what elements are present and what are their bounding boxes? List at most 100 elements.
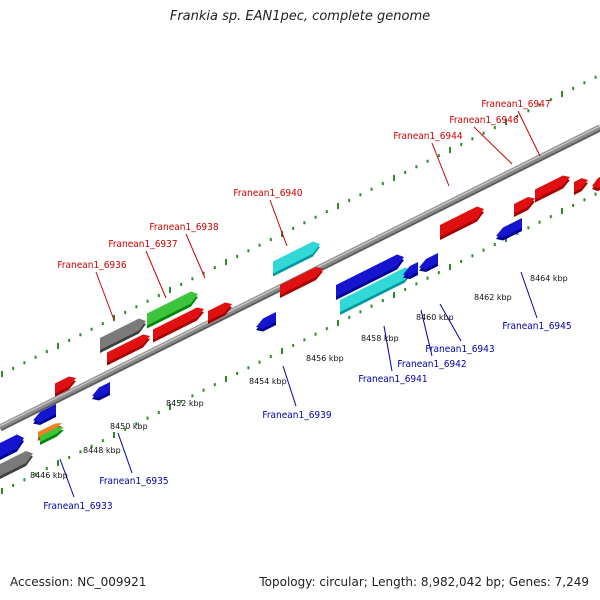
lower-dotted-line <box>1 192 597 494</box>
scale-tick <box>292 343 295 347</box>
scale-label: 8450 kbp <box>110 422 148 431</box>
gene-arrow <box>256 312 276 329</box>
scale-label: 8458 kbp <box>361 334 399 343</box>
gene-callout-bottom-0: Franean1_6933 <box>43 458 113 512</box>
callout-line <box>473 126 513 165</box>
gene-lower-9 <box>403 262 418 280</box>
scale-tick <box>460 259 463 263</box>
scale-tick <box>269 238 272 242</box>
gene-arrow <box>273 241 320 274</box>
gene-arrow <box>33 404 56 422</box>
scale-tick <box>359 193 362 197</box>
scale-tick <box>538 103 541 107</box>
scale-tick <box>113 315 115 321</box>
scale-tick <box>225 259 227 265</box>
callout-line <box>383 325 393 372</box>
scale-tick <box>415 282 418 286</box>
scale-label: 8462 kbp <box>474 293 512 302</box>
gene-upper-1 <box>107 334 150 366</box>
scale-tick <box>303 338 306 342</box>
scale-tick <box>57 343 59 349</box>
scale-tick <box>516 114 519 118</box>
gene-lower-6 <box>256 312 276 332</box>
scale-label: 8456 kbp <box>306 354 344 363</box>
scale-tick <box>437 154 440 158</box>
scale-tick <box>169 287 171 293</box>
gene-callout-bottom-4: Franean1_6942 <box>397 309 467 370</box>
scale-tick <box>325 210 328 214</box>
gene-arrow <box>107 334 150 363</box>
scale-tick <box>236 371 239 375</box>
gene-arrow <box>40 427 64 442</box>
scale-tick <box>505 119 507 125</box>
scale-tick <box>23 361 26 365</box>
gene-arrow <box>440 206 484 237</box>
scale-tick <box>594 75 597 79</box>
scale-tick <box>45 350 48 354</box>
gene-label: Franean1_6939 <box>262 410 332 421</box>
gene-callout-bottom-3: Franean1_6941 <box>358 325 428 385</box>
gene-upper-10 <box>535 175 570 203</box>
gene-arrow <box>147 291 198 326</box>
scale-tick <box>213 383 216 387</box>
scale-tick <box>191 277 194 281</box>
callout-line <box>517 110 541 157</box>
gene-callout-bottom-1: Franean1_6935 <box>99 432 169 487</box>
scale-tick <box>449 264 451 270</box>
gene-label: Franean1_6938 <box>149 222 219 233</box>
genome-info-text: Topology: circular; Length: 8,982,042 bp… <box>259 575 589 589</box>
scale-tick <box>404 287 407 291</box>
scale-tick <box>34 472 37 476</box>
scale-tick <box>348 198 351 202</box>
scale-tick <box>471 254 474 258</box>
gene-arrow <box>336 254 404 297</box>
gene-lower-11 <box>496 218 522 241</box>
scale-tick <box>393 175 395 181</box>
gene-upper-12 <box>592 176 600 192</box>
scale-tick <box>325 327 328 331</box>
scale-tick <box>202 388 205 392</box>
gene-label: Franean1_6933 <box>43 501 112 512</box>
gene-callout-top-3: Franean1_6940 <box>233 188 303 247</box>
gene-label: Franean1_6935 <box>99 476 168 487</box>
scale-tick <box>12 366 15 370</box>
scale-tick <box>180 282 183 286</box>
scale-tick <box>68 455 71 459</box>
scale-tick <box>157 294 160 298</box>
scale-tick <box>135 422 138 426</box>
scale-tick <box>247 249 250 253</box>
scale-tick <box>124 427 127 431</box>
gene-arrow <box>280 267 323 295</box>
scale-label: 8460 kbp <box>416 313 454 322</box>
scale-tick <box>549 98 552 102</box>
gene-callout-top-1: Franean1_6937 <box>108 239 178 299</box>
scale-tick <box>101 439 104 443</box>
scale-tick <box>1 371 3 377</box>
scale-tick <box>471 137 474 141</box>
scale-tick <box>12 483 15 487</box>
gene-callout-bottom-5: Franean1_6943 <box>425 303 495 355</box>
gene-label: Franean1_6945 <box>502 321 571 332</box>
callout-line <box>95 271 115 321</box>
scale-tick <box>538 220 541 224</box>
map-title: Frankia sp. EAN1pec, complete genome <box>169 9 431 24</box>
gene-lower-10 <box>419 253 438 272</box>
scale-tick <box>180 399 183 403</box>
gene-arrow-shadow <box>40 430 64 445</box>
gene-lower-2 <box>33 404 56 425</box>
gene-upper-7 <box>280 267 323 298</box>
upper-dotted-line <box>1 75 597 377</box>
gene-lower-5 <box>92 382 110 401</box>
gene-label: Franean1_6937 <box>108 239 177 250</box>
scale-label: 8448 kbp <box>83 446 121 455</box>
scale-tick <box>404 170 407 174</box>
scale-tick <box>135 305 138 309</box>
scale-tick <box>157 411 160 415</box>
scale-tick <box>426 276 429 280</box>
gene-upper-2 <box>100 318 146 353</box>
gene-upper-6 <box>273 241 320 277</box>
scale-label: 8452 kbp <box>166 399 204 408</box>
scale-tick <box>146 416 149 420</box>
scale-tick <box>68 338 71 342</box>
